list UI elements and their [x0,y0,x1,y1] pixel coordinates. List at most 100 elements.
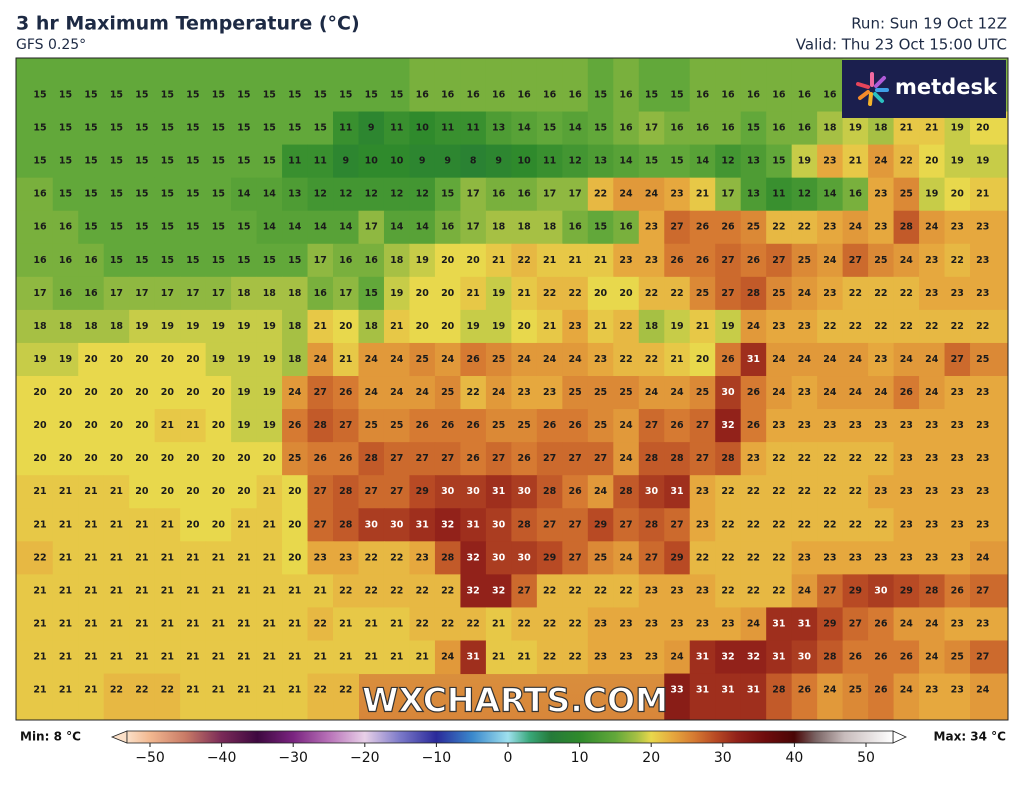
temperature-cell [16,475,54,509]
temperature-cell [52,276,79,311]
temperature-value: 14 [696,156,710,167]
temperature-cell [715,673,742,721]
temperature-value: 20 [467,255,481,266]
temperature-cell [842,342,869,377]
temperature-value: 27 [594,453,607,464]
temperature-value: 20 [110,387,124,398]
temperature-value: 26 [467,453,481,464]
colorbar-low-end [110,730,128,744]
temperature-value: 25 [619,387,632,398]
temperature-value: 12 [798,189,811,200]
temperature-cell [740,640,767,675]
temperature-cell [282,574,309,608]
temperature-cell [307,210,334,245]
temperature-cell [383,541,410,575]
temperature-value: 24 [670,652,684,663]
temperature-cell [231,673,258,721]
temperature-cell [103,309,130,344]
temperature-value: 26 [874,618,888,629]
temperature-cell [766,673,793,721]
temperature-value: 24 [925,354,939,365]
temperature-cell [460,144,487,179]
temperature-value: 25 [696,387,709,398]
temperature-cell [919,541,946,575]
temperature-value: 16 [339,255,353,266]
temperature-value: 24 [594,486,608,497]
temperature-cell [383,144,410,179]
temperature-value: 14 [263,189,277,200]
temperature-cell [715,574,742,608]
temperature-value: 19 [212,354,225,365]
temperature-value: 20 [33,453,47,464]
temperature-value: 15 [110,255,123,266]
temperature-value: 23 [951,387,964,398]
temperature-value: 15 [84,90,97,101]
temperature-value: 21 [696,321,709,332]
temperature-value: 21 [84,486,97,497]
temperature-cell [766,442,793,476]
temperature-cell [868,309,895,344]
temperature-cell [868,276,895,311]
temperature-value: 22 [951,255,964,266]
temperature-cell [562,309,589,344]
temperature-value: 20 [84,420,98,431]
temperature-value: 28 [314,420,328,431]
temperature-value: 15 [212,189,225,200]
temperature-value: 17 [645,123,658,134]
temperature-cell [78,607,105,641]
temperature-cell [511,475,538,509]
temperature-value: 10 [390,156,404,167]
temperature-cell [78,243,105,278]
temperature-value: 21 [161,585,174,596]
temperature-value: 24 [518,354,532,365]
temperature-cell [154,541,181,575]
temperature-value: 26 [798,685,812,696]
temperature-cell [52,342,79,377]
temperature-value: 21 [135,585,148,596]
temperature-value: 16 [84,288,98,299]
temperature-value: 25 [874,255,887,266]
temperature-cell [664,58,691,113]
temperature-cell [740,376,767,410]
temperature-cell [129,309,156,344]
temperature-value: 22 [721,585,734,596]
temperature-cell [16,144,54,179]
temperature-cell [817,243,844,278]
temperature-cell [409,409,436,443]
temperature-value: 16 [721,90,735,101]
temperature-value: 21 [568,255,581,266]
temperature-value: 23 [619,255,632,266]
temperature-value: 26 [696,222,710,233]
temperature-value: 15 [365,90,378,101]
temperature-cell [944,243,971,278]
temperature-value: 23 [951,519,964,530]
temperature-value: 18 [288,354,302,365]
temperature-cell [205,111,232,146]
temperature-value: 24 [823,685,837,696]
temperature-value: 23 [951,552,964,563]
temperature-cell [180,58,207,113]
temperature-value: 19 [263,420,276,431]
temperature-value: 19 [798,156,811,167]
temperature-cell [16,574,54,608]
temperature-cell [893,640,920,675]
temperature-cell [970,177,1009,212]
temperature-cell [715,276,742,311]
temperature-cell [485,607,512,641]
temperature-value: 22 [518,618,531,629]
temperature-value: 16 [670,123,684,134]
temperature-cell [409,276,436,311]
temperature-cell [511,210,538,245]
temperature-cell [817,673,844,721]
temperature-cell [205,574,232,608]
temperature-cell [52,475,79,509]
temperature-value: 19 [492,321,505,332]
temperature-cell [791,342,818,377]
temperature-value: 24 [925,387,939,398]
temperature-cell [919,673,946,721]
temperature-value: 20 [135,354,149,365]
temperature-cell [740,673,767,721]
temperature-cell [944,210,971,245]
temperature-cell [511,640,538,675]
temperature-cell [434,243,461,278]
